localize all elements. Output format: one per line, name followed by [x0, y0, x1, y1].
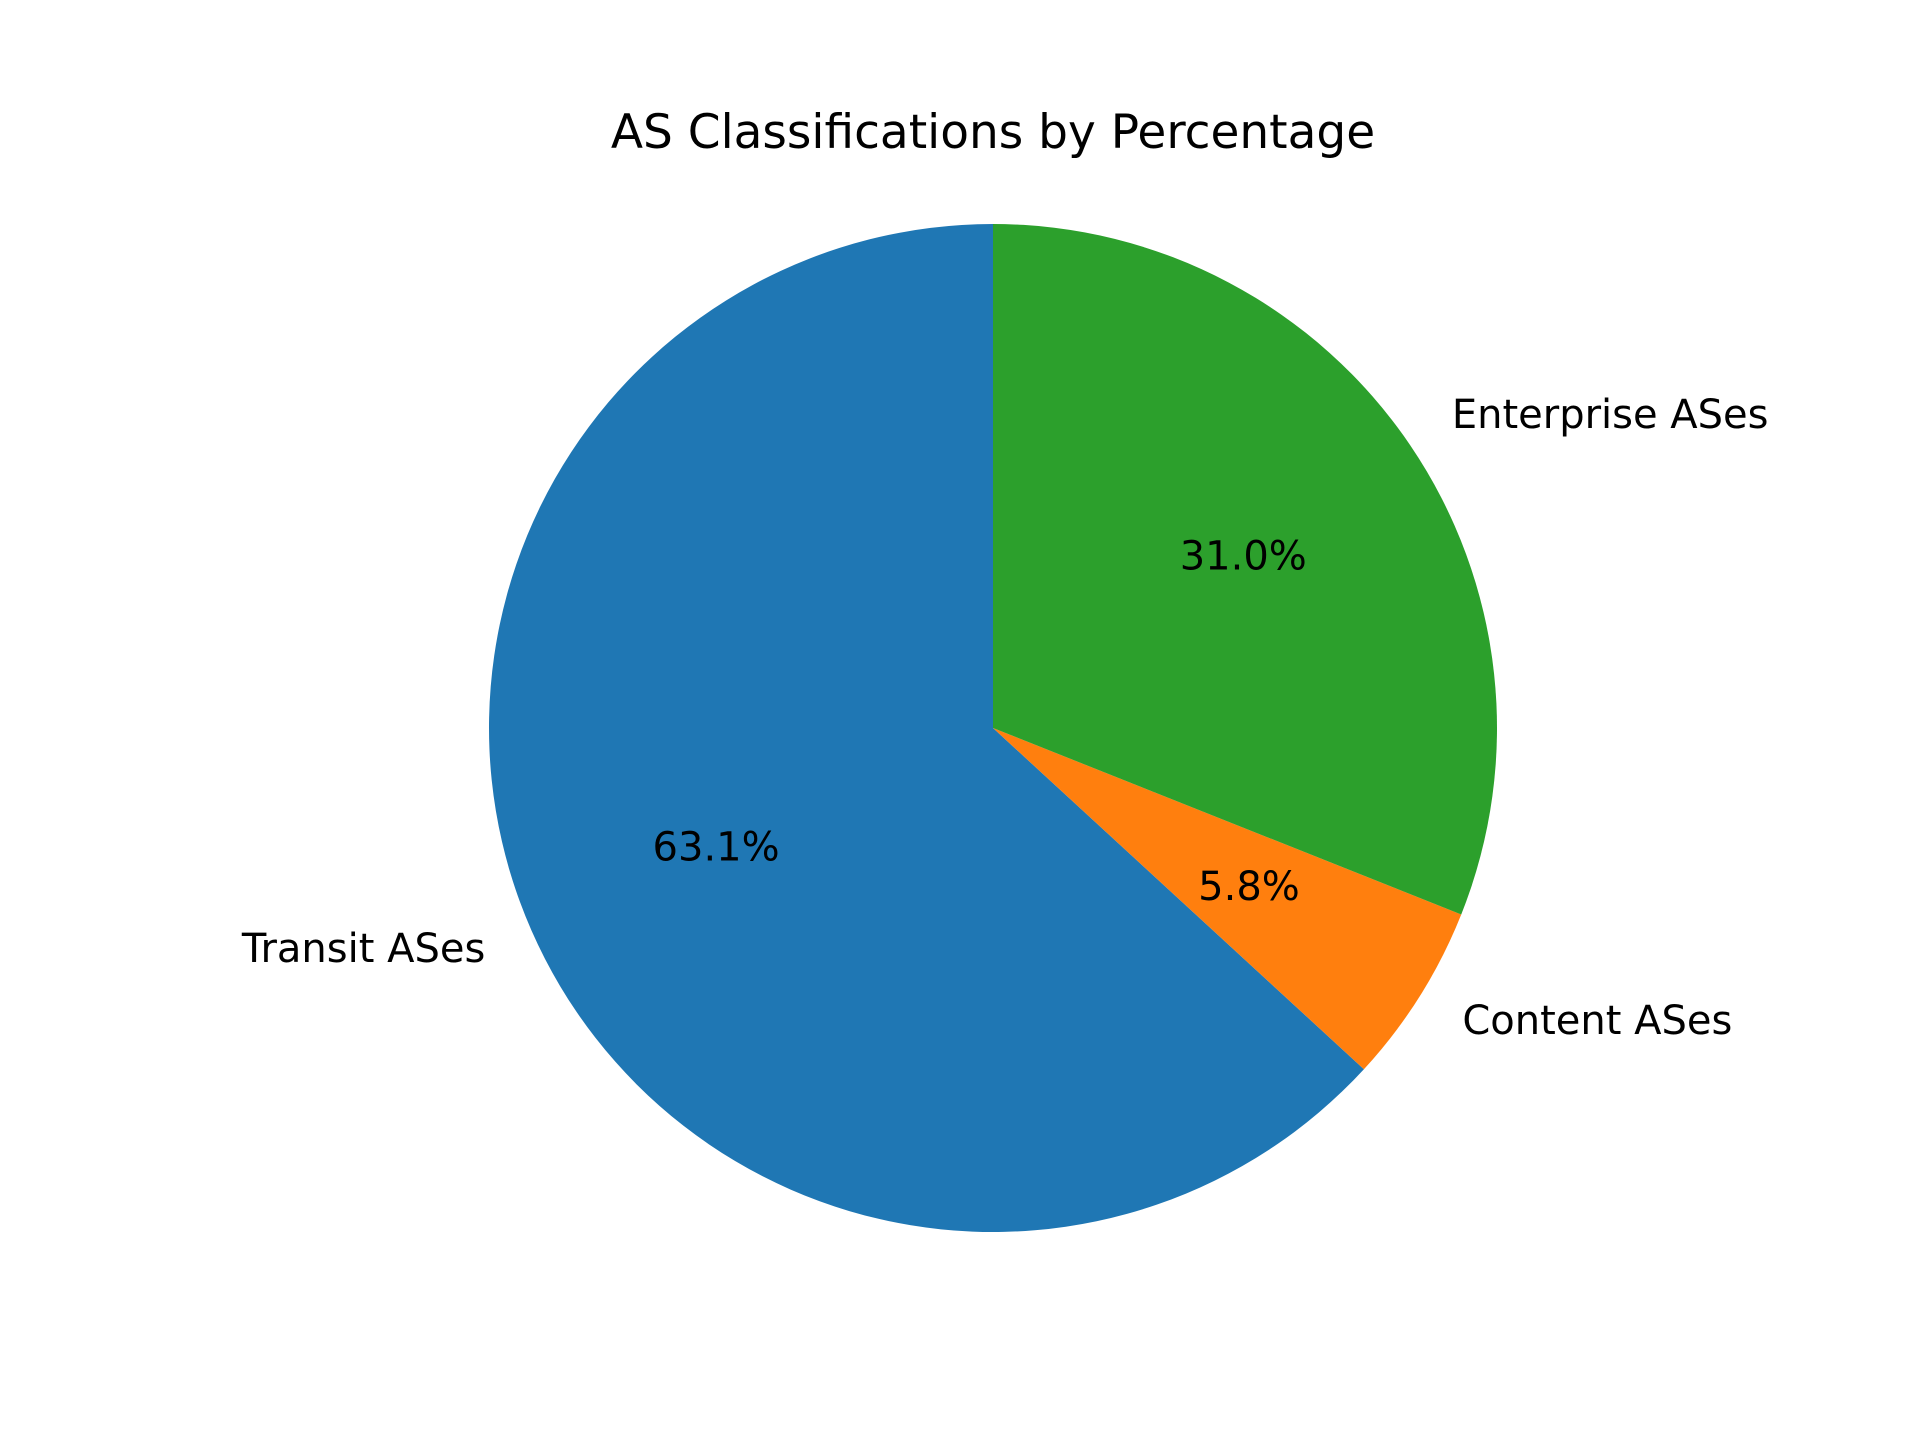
slice-label-transit-ases: Transit ASes — [241, 926, 485, 972]
slice-label-content-ases: Content ASes — [1462, 998, 1732, 1044]
chart-title: AS Classifications by Percentage — [611, 105, 1375, 160]
slice-percent-content-ases: 5.8% — [1198, 864, 1300, 910]
pie-slices — [489, 224, 1497, 1232]
slice-percent-transit-ases: 63.1% — [653, 825, 780, 871]
slice-label-enterprise-ases: Enterprise ASes — [1452, 392, 1769, 438]
pie-labels: Transit ASes 63.1% Content ASes 5.8% Enterpr… — [241, 392, 1769, 1044]
slice-percent-enterprise-ases: 31.0% — [1180, 533, 1307, 579]
pie-slice-enterprise-ases — [993, 224, 1497, 915]
pie-slice-content-ases — [993, 728, 1462, 1070]
pie-slice-transit-ases — [489, 224, 1364, 1232]
